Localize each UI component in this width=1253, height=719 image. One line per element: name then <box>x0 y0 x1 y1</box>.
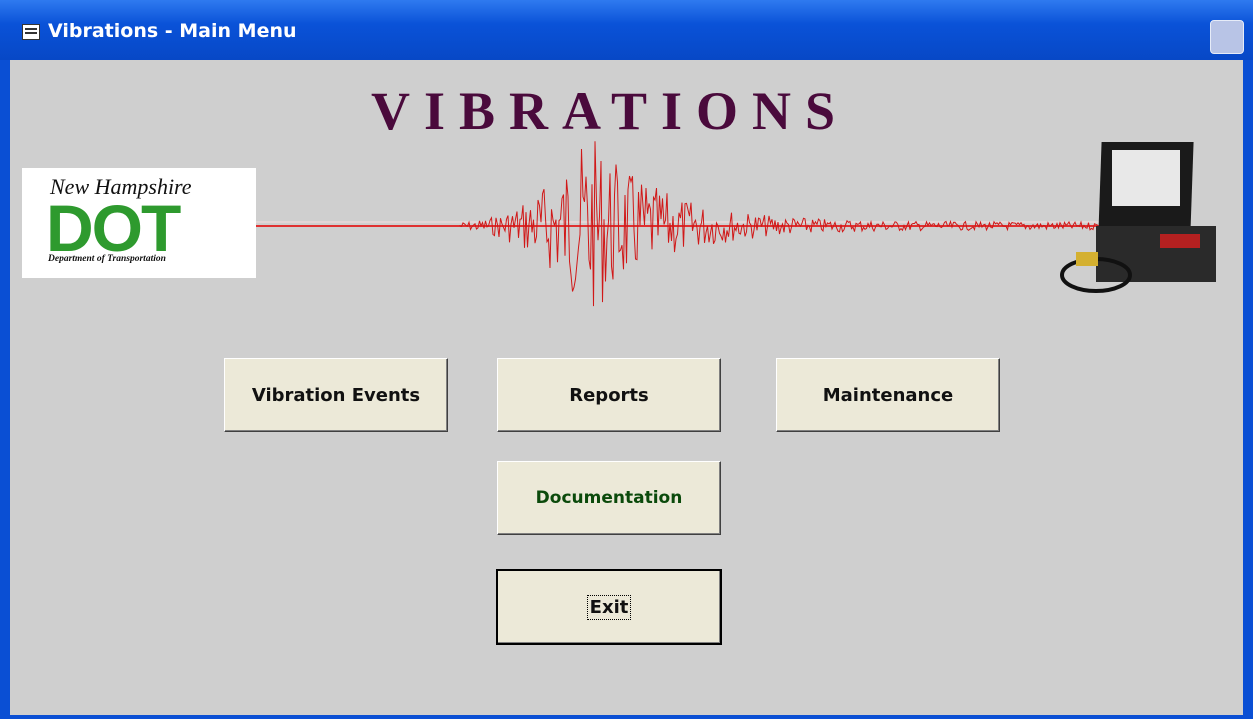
title-bar: Vibrations - Main Menu <box>0 0 1253 60</box>
waveform-graphic <box>256 141 1216 307</box>
banner-title: VIBRATIONS <box>370 81 850 141</box>
logo-text: Department of Transportation <box>48 254 166 264</box>
logo-text: New Hampshire <box>50 174 192 199</box>
button[interactable]: Exit <box>496 569 722 645</box>
close-button[interactable] <box>1210 20 1244 54</box>
logo-text: DOT <box>46 191 181 265</box>
window-title: Vibrations - Main Menu <box>48 20 297 42</box>
nhdot-logo: New Hampshire DOT Department of Transpor… <box>22 168 256 278</box>
button[interactable]: Documentation <box>497 461 721 535</box>
button-label: Exit <box>586 594 632 620</box>
button[interactable]: Maintenance <box>776 358 1000 432</box>
waveform <box>459 141 1100 307</box>
button[interactable]: Reports <box>497 358 721 432</box>
button[interactable]: Vibration Events <box>224 358 448 432</box>
window-icon <box>22 24 40 40</box>
form: VIBRATIONS New Hampshire DOT Department … <box>10 60 1243 715</box>
seismograph-image <box>1060 142 1216 293</box>
